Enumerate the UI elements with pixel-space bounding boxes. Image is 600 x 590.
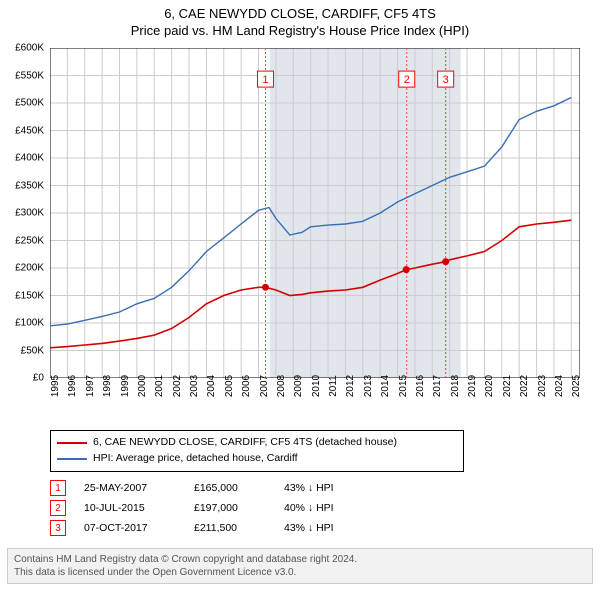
x-tick-label: 2015 bbox=[398, 375, 409, 397]
y-tick-label: £450K bbox=[15, 125, 44, 136]
transaction-pct: 43% ↓ HPI bbox=[284, 522, 394, 534]
transaction-date: 10-JUL-2015 bbox=[84, 502, 194, 514]
title-line-2: Price paid vs. HM Land Registry's House … bbox=[0, 23, 600, 40]
transaction-pct: 40% ↓ HPI bbox=[284, 502, 394, 514]
x-tick-label: 2023 bbox=[537, 375, 548, 397]
transaction-row: 1 25-MAY-2007£165,00043% ↓ HPI bbox=[50, 478, 394, 498]
transaction-row: 2 10-JUL-2015£197,00040% ↓ HPI bbox=[50, 498, 394, 518]
y-tick-label: £350K bbox=[15, 180, 44, 191]
transaction-row: 3 07-OCT-2017£211,50043% ↓ HPI bbox=[50, 518, 394, 538]
y-axis: £0£50K£100K£150K£200K£250K£300K£350K£400… bbox=[0, 48, 48, 378]
legend-swatch bbox=[57, 442, 87, 444]
x-tick-label: 2025 bbox=[571, 375, 582, 397]
x-tick-label: 2006 bbox=[241, 375, 252, 397]
transaction-date: 25-MAY-2007 bbox=[84, 482, 194, 494]
x-tick-label: 2008 bbox=[276, 375, 287, 397]
x-tick-label: 2005 bbox=[224, 375, 235, 397]
x-tick-label: 2012 bbox=[345, 375, 356, 397]
x-tick-label: 1997 bbox=[85, 375, 96, 397]
x-tick-label: 1998 bbox=[102, 375, 113, 397]
x-tick-label: 2009 bbox=[293, 375, 304, 397]
x-tick-label: 1996 bbox=[67, 375, 78, 397]
x-tick-label: 2014 bbox=[380, 375, 391, 397]
x-tick-label: 1995 bbox=[50, 375, 61, 397]
y-tick-label: £550K bbox=[15, 70, 44, 81]
x-tick-label: 2013 bbox=[363, 375, 374, 397]
x-tick-label: 2021 bbox=[502, 375, 513, 397]
transaction-price: £197,000 bbox=[194, 502, 284, 514]
x-tick-label: 2016 bbox=[415, 375, 426, 397]
x-tick-label: 2002 bbox=[172, 375, 183, 397]
x-tick-label: 2019 bbox=[467, 375, 478, 397]
chart-svg: 1 2 3 bbox=[50, 48, 580, 378]
x-tick-label: 2003 bbox=[189, 375, 200, 397]
y-tick-label: £150K bbox=[15, 290, 44, 301]
transaction-price: £165,000 bbox=[194, 482, 284, 494]
transaction-date: 07-OCT-2017 bbox=[84, 522, 194, 534]
x-axis: 1995199619971998199920002001200220032004… bbox=[50, 382, 580, 422]
plot-area: 1 2 3 bbox=[50, 48, 580, 378]
x-tick-label: 1999 bbox=[120, 375, 131, 397]
transaction-index: 2 bbox=[50, 500, 66, 516]
chart-title: 6, CAE NEWYDD CLOSE, CARDIFF, CF5 4TS Pr… bbox=[0, 0, 600, 40]
transaction-price: £211,500 bbox=[194, 522, 284, 534]
x-tick-label: 2020 bbox=[484, 375, 495, 397]
x-tick-label: 2010 bbox=[311, 375, 322, 397]
x-tick-label: 2024 bbox=[554, 375, 565, 397]
footer-line-1: Contains HM Land Registry data © Crown c… bbox=[14, 553, 586, 566]
y-tick-label: £100K bbox=[15, 318, 44, 329]
y-tick-label: £50K bbox=[21, 345, 44, 356]
chart-container: 6, CAE NEWYDD CLOSE, CARDIFF, CF5 4TS Pr… bbox=[0, 0, 600, 590]
transaction-index: 3 bbox=[50, 520, 66, 536]
x-tick-label: 2007 bbox=[259, 375, 270, 397]
x-tick-label: 2004 bbox=[206, 375, 217, 397]
y-tick-label: £0 bbox=[33, 373, 44, 384]
legend-item: 6, CAE NEWYDD CLOSE, CARDIFF, CF5 4TS (d… bbox=[57, 435, 457, 451]
x-tick-label: 2001 bbox=[154, 375, 165, 397]
svg-text:2: 2 bbox=[404, 74, 410, 86]
x-tick-label: 2017 bbox=[432, 375, 443, 397]
transactions-table: 125-MAY-2007£165,00043% ↓ HPI210-JUL-201… bbox=[50, 478, 394, 538]
y-tick-label: £400K bbox=[15, 153, 44, 164]
legend-item: HPI: Average price, detached house, Card… bbox=[57, 451, 457, 467]
title-line-1: 6, CAE NEWYDD CLOSE, CARDIFF, CF5 4TS bbox=[0, 6, 600, 23]
legend-label: 6, CAE NEWYDD CLOSE, CARDIFF, CF5 4TS (d… bbox=[93, 435, 397, 451]
svg-text:1: 1 bbox=[262, 74, 268, 86]
transaction-index: 1 bbox=[50, 480, 66, 496]
y-tick-label: £300K bbox=[15, 208, 44, 219]
x-tick-label: 2018 bbox=[450, 375, 461, 397]
x-tick-label: 2022 bbox=[519, 375, 530, 397]
legend: 6, CAE NEWYDD CLOSE, CARDIFF, CF5 4TS (d… bbox=[50, 430, 464, 472]
y-tick-label: £500K bbox=[15, 98, 44, 109]
x-tick-label: 2000 bbox=[137, 375, 148, 397]
legend-label: HPI: Average price, detached house, Card… bbox=[93, 451, 298, 467]
x-tick-label: 2011 bbox=[328, 375, 339, 397]
y-tick-label: £200K bbox=[15, 263, 44, 274]
footer-line-2: This data is licensed under the Open Gov… bbox=[14, 566, 586, 579]
y-tick-label: £250K bbox=[15, 235, 44, 246]
transaction-pct: 43% ↓ HPI bbox=[284, 482, 394, 494]
footer-attribution: Contains HM Land Registry data © Crown c… bbox=[7, 548, 593, 584]
svg-text:3: 3 bbox=[443, 74, 449, 86]
y-tick-label: £600K bbox=[15, 43, 44, 54]
legend-swatch bbox=[57, 458, 87, 460]
